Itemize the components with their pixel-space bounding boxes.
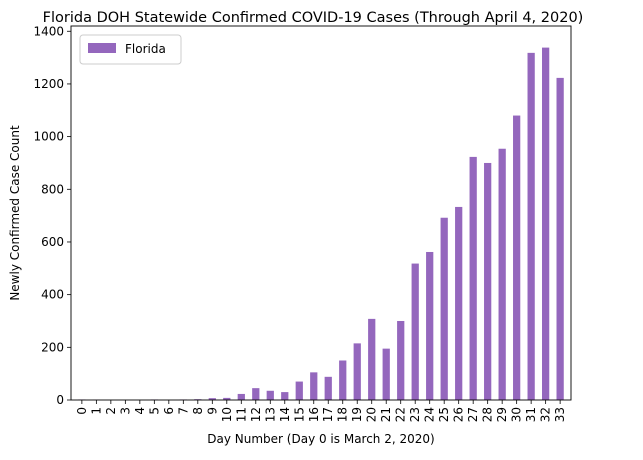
x-tick-label: 25	[437, 407, 451, 422]
x-tick-label: 4	[133, 407, 147, 415]
bar-day-33	[557, 78, 564, 400]
bar-day-24	[426, 252, 433, 400]
x-tick-label: 2	[104, 407, 118, 415]
bar-day-27	[470, 157, 477, 400]
y-tick-label: 0	[56, 393, 64, 407]
x-tick-label: 27	[466, 407, 480, 422]
x-tick-label: 7	[176, 407, 190, 415]
x-tick-label: 29	[495, 407, 509, 422]
legend: Florida	[80, 35, 181, 64]
x-tick-label: 6	[162, 407, 176, 415]
x-tick-label: 12	[249, 407, 263, 422]
x-tick-label: 11	[234, 407, 248, 422]
x-tick-label: 30	[510, 407, 524, 422]
x-tick-label: 0	[75, 407, 89, 415]
bar-day-26	[455, 207, 462, 400]
bar-day-31	[528, 53, 535, 400]
x-tick-label: 18	[336, 407, 350, 422]
legend-label: Florida	[125, 42, 166, 56]
bar-day-32	[542, 48, 549, 400]
x-tick-label: 22	[394, 407, 408, 422]
x-tick-label: 23	[408, 407, 422, 422]
x-tick-label: 31	[524, 407, 538, 422]
x-tick-label: 20	[365, 407, 379, 422]
bar-day-25	[441, 218, 448, 400]
x-tick-label: 24	[423, 407, 437, 422]
bars-layer	[78, 48, 564, 400]
bar-day-18	[339, 360, 346, 400]
bar-day-12	[252, 388, 259, 400]
bar-day-13	[267, 391, 274, 400]
bar-day-19	[354, 343, 361, 400]
x-tick-label: 28	[481, 407, 495, 422]
x-tick-label: 10	[220, 407, 234, 422]
y-tick-label: 1400	[33, 24, 64, 38]
x-tick-label: 3	[118, 407, 132, 415]
x-tick-label: 26	[452, 407, 466, 422]
bar-day-21	[383, 349, 390, 400]
y-tick-label: 600	[41, 235, 64, 249]
bar-day-17	[325, 377, 332, 400]
x-tick-label: 19	[350, 407, 364, 422]
bar-day-11	[238, 394, 245, 400]
x-tick-label: 17	[321, 407, 335, 422]
y-axis-label: Newly Confirmed Case Count	[8, 125, 22, 301]
y-tick-label: 800	[41, 182, 64, 196]
legend-swatch	[88, 43, 116, 53]
x-tick-label: 13	[263, 407, 277, 422]
y-tick-label: 400	[41, 288, 64, 302]
bar-day-30	[513, 116, 520, 400]
x-tick-label: 32	[539, 407, 553, 422]
bar-day-29	[499, 149, 506, 400]
bar-day-15	[296, 382, 303, 400]
x-tick-label: 21	[379, 407, 393, 422]
bar-day-22	[397, 321, 404, 400]
x-tick-label: 14	[278, 407, 292, 422]
x-tick-label: 8	[191, 407, 205, 415]
x-tick-label: 9	[205, 407, 219, 415]
bar-day-20	[368, 319, 375, 400]
y-tick-label: 1000	[33, 130, 64, 144]
x-tick-label: 33	[553, 407, 567, 422]
chart-title: Florida DOH Statewide Confirmed COVID-19…	[43, 10, 584, 26]
x-tick-label: 16	[307, 407, 321, 422]
bar-day-28	[484, 163, 491, 400]
x-tick-label: 1	[89, 407, 103, 415]
x-tick-label: 5	[147, 407, 161, 415]
y-tick-label: 200	[41, 340, 64, 354]
x-axis-label: Day Number (Day 0 is March 2, 2020)	[207, 432, 434, 446]
bar-day-14	[281, 392, 288, 400]
y-axis-ticks: 0 200 400 600 800 1000 1200 1400	[33, 24, 71, 407]
x-tick-label: 15	[292, 407, 306, 422]
bar-day-16	[310, 372, 317, 400]
y-tick-label: 1200	[33, 77, 64, 91]
plot-frame	[71, 26, 571, 400]
bar-day-23	[412, 264, 419, 400]
